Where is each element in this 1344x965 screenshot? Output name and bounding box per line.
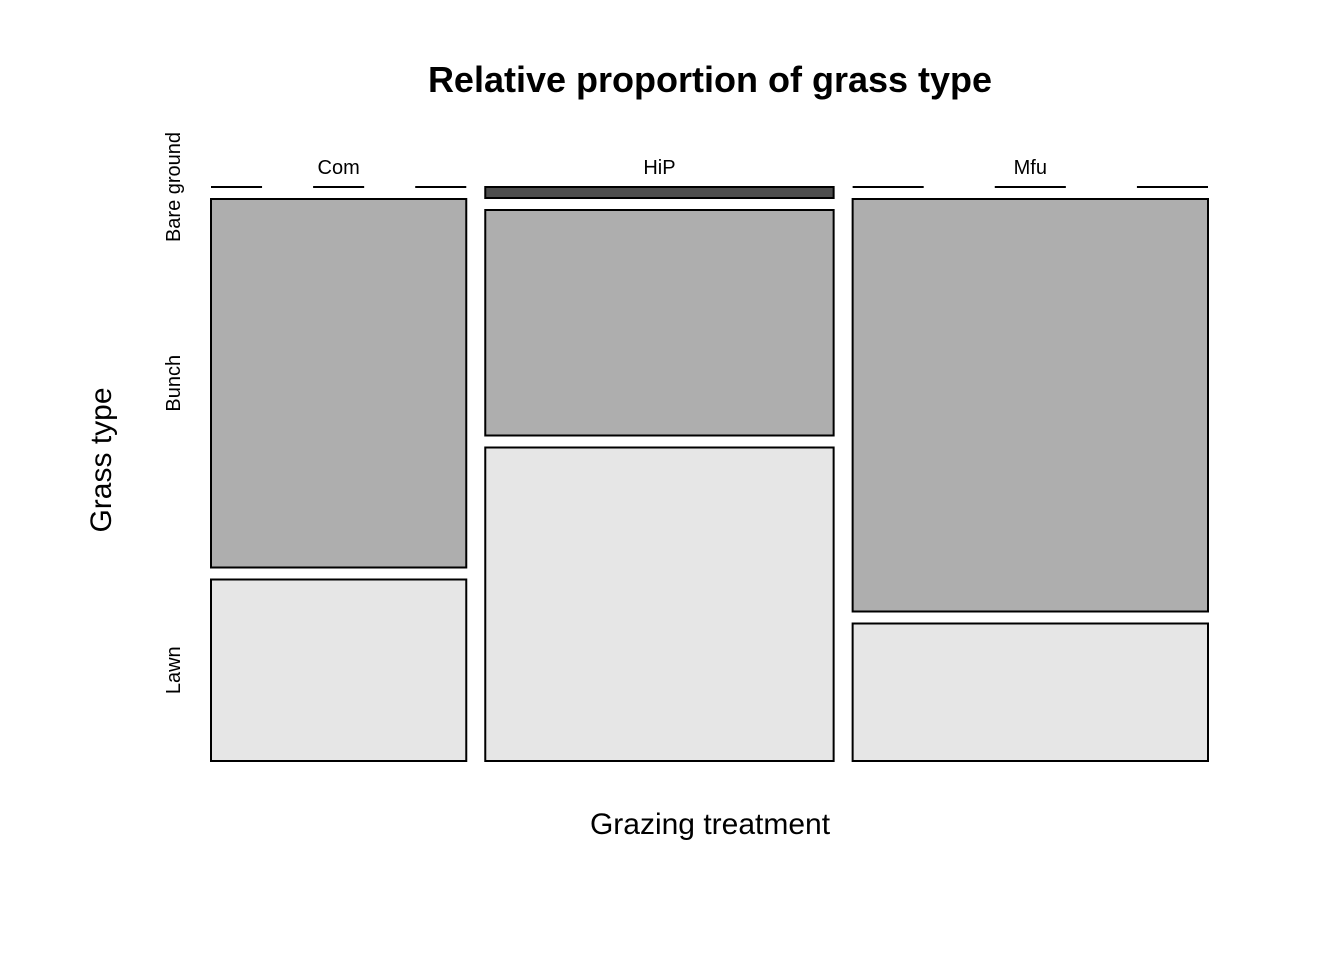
tile-hip-bare-ground — [484, 186, 835, 199]
column-label-mfu: Mfu — [1014, 157, 1047, 179]
row-labels: Bare ground Bunch Lawn — [163, 132, 185, 694]
mosaic-tiles — [210, 186, 1210, 762]
tile-hip-bunch — [484, 209, 835, 437]
tile-mfu-lawn — [851, 622, 1210, 762]
row-label-lawn: Lawn — [163, 646, 185, 694]
row-label-bare-ground: Bare ground — [163, 132, 185, 242]
tile-mfu-bunch — [851, 198, 1210, 613]
column-label-com: Com — [318, 157, 360, 179]
tile-com-bunch — [210, 198, 468, 569]
tile-com-lawn — [210, 578, 468, 762]
y-axis-title: Grass type — [85, 387, 118, 532]
tile-hip-lawn — [484, 446, 835, 762]
row-label-bunch: Bunch — [163, 355, 185, 412]
chart-title: Relative proportion of grass type — [428, 59, 992, 100]
x-axis-title: Grazing treatment — [590, 808, 831, 841]
column-labels: Com HiP Mfu — [318, 157, 1047, 179]
column-label-hip: HiP — [643, 157, 675, 179]
